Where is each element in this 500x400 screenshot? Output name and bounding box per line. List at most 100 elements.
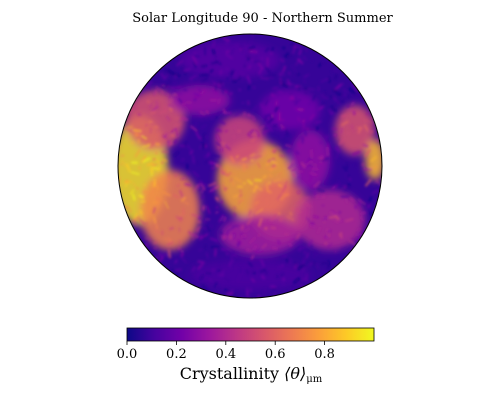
texture-streak (278, 112, 281, 121)
texture-streak (190, 77, 193, 84)
texture-streak (300, 161, 306, 169)
texture-streak (185, 258, 189, 261)
texture-streak (264, 166, 269, 169)
colorbar-label: Crystallinity ⟨θ⟩μm (127, 364, 375, 385)
texture-streak (257, 67, 264, 76)
texture-streak (264, 129, 270, 133)
texture-streak (193, 54, 200, 58)
texture-streak (201, 283, 209, 291)
texture-streak (293, 264, 298, 269)
texture-streak (340, 114, 348, 118)
texture-streak (208, 291, 213, 298)
texture-streak (130, 171, 140, 176)
texture-streak (227, 284, 232, 294)
texture-streak (152, 163, 158, 167)
texture-streak (251, 188, 258, 190)
texture-streak (177, 97, 183, 104)
texture-streak (234, 109, 243, 117)
texture-streak (321, 96, 328, 100)
texture-streak (234, 177, 242, 183)
texture-streak (180, 177, 186, 180)
texture-streak (250, 34, 255, 43)
texture-streak (157, 164, 161, 172)
texture-streak (191, 266, 196, 272)
texture-streak (328, 133, 331, 139)
texture-streak (276, 208, 279, 212)
texture-streak (165, 115, 171, 122)
texture-streak (167, 89, 175, 95)
texture-streak (320, 261, 327, 265)
texture-streak (259, 102, 266, 111)
texture-streak (228, 44, 233, 48)
texture-streak (238, 75, 241, 81)
texture-streak (368, 196, 373, 203)
globe-disk (118, 34, 382, 298)
texture-streak (209, 68, 214, 73)
texture-streak (327, 242, 333, 249)
texture-streak (306, 252, 310, 259)
texture-streak (366, 203, 372, 209)
texture-streak (167, 249, 171, 259)
texture-streak (325, 265, 329, 272)
texture-streak (266, 117, 275, 124)
texture-streak (370, 155, 377, 163)
texture-streak (205, 252, 209, 259)
texture-streak (316, 126, 319, 131)
texture-streak (201, 77, 209, 83)
texture-streak (295, 95, 297, 103)
texture-streak (204, 244, 207, 250)
texture-streak (337, 159, 340, 163)
texture-streak (242, 60, 247, 68)
texture-streak (325, 135, 328, 139)
texture-streak (254, 54, 259, 60)
texture-streak (174, 259, 178, 264)
texture-streak (217, 98, 221, 105)
texture-streak (170, 86, 173, 90)
texture-streak (187, 230, 195, 238)
texture-streak (243, 111, 246, 117)
texture-streak (293, 97, 302, 106)
texture-streak (375, 178, 381, 186)
texture-streak (219, 230, 223, 236)
texture-streak (164, 200, 169, 210)
texture-streak (209, 161, 217, 165)
texture-streak (316, 263, 320, 270)
texture-streak (162, 134, 168, 139)
texture-streak (270, 92, 278, 99)
texture-streak (295, 239, 304, 246)
texture-streak (308, 223, 317, 229)
texture-streak (254, 154, 262, 159)
texture-streak (296, 58, 304, 65)
texture-streak (240, 224, 244, 231)
texture-streak (324, 90, 327, 96)
texture-streak (350, 238, 356, 243)
texture-streak (348, 239, 357, 246)
texture-streak (340, 232, 343, 235)
texture-streak (221, 269, 225, 276)
texture-streak (306, 261, 314, 270)
texture-streak (268, 173, 273, 178)
crystallinity-texture (118, 34, 381, 298)
texture-streak (215, 196, 220, 203)
texture-streak (289, 130, 296, 136)
texture-streak (178, 239, 182, 245)
colorbar-tick-label: 0.8 (314, 347, 335, 362)
texture-streak (297, 176, 301, 179)
texture-streak (288, 242, 293, 248)
texture-streak (256, 162, 261, 169)
texture-streak (211, 87, 218, 95)
texture-streak (342, 165, 348, 172)
texture-streak (171, 72, 181, 77)
texture-streak (228, 98, 231, 104)
texture-streak (169, 99, 174, 102)
texture-streak (216, 269, 223, 272)
texture-streak (322, 195, 326, 199)
texture-streak (277, 183, 283, 188)
texture-streak (247, 128, 255, 136)
texture-streak (120, 163, 123, 166)
texture-streak (279, 79, 285, 85)
texture-streak (211, 154, 221, 158)
texture-streak (174, 123, 181, 127)
texture-streak (334, 215, 340, 221)
texture-streak (352, 129, 355, 133)
